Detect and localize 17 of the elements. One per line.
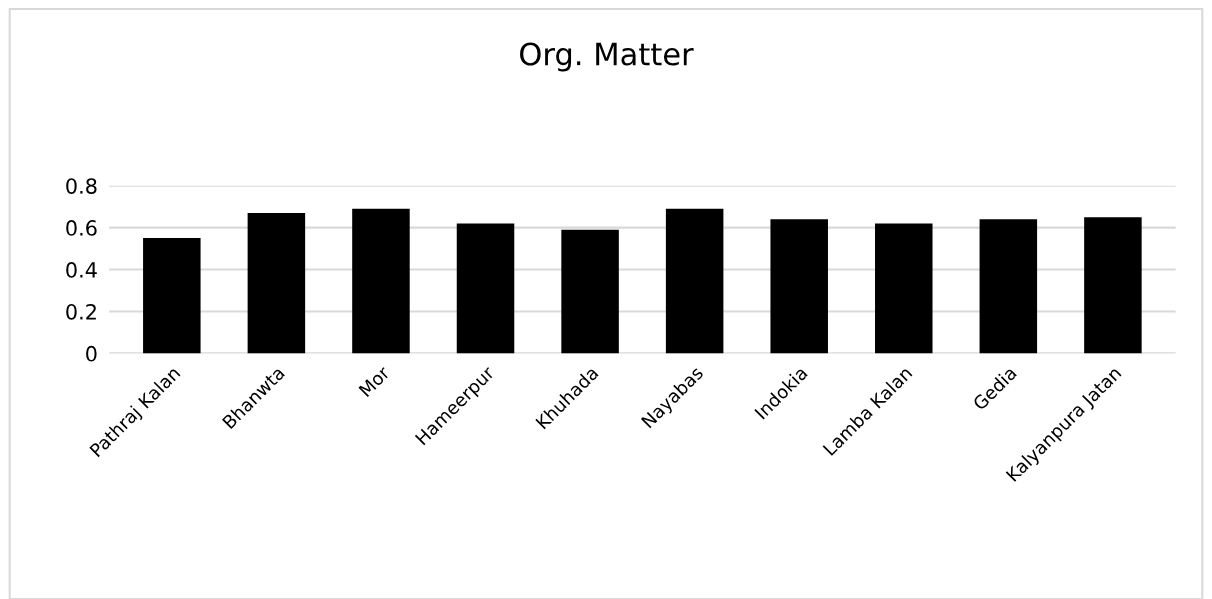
bar (979, 219, 1038, 354)
bar (770, 219, 828, 354)
bar (456, 223, 515, 354)
bar (143, 238, 201, 354)
y-tick-label: 0.2 (66, 303, 96, 320)
x-tick-label: Mor (358, 364, 391, 398)
y-tick-label: 0.6 (66, 220, 97, 236)
bar (561, 229, 619, 354)
bar (665, 208, 724, 354)
bar (875, 223, 933, 354)
y-tick-label: 0 (86, 345, 97, 362)
bar (1084, 217, 1142, 354)
y-tick-label: 0.8 (66, 178, 97, 194)
y-tick-label: 0.4 (66, 262, 97, 278)
bar (352, 208, 410, 354)
bar (247, 212, 306, 354)
chart-title: Org. Matter (520, 42, 694, 72)
